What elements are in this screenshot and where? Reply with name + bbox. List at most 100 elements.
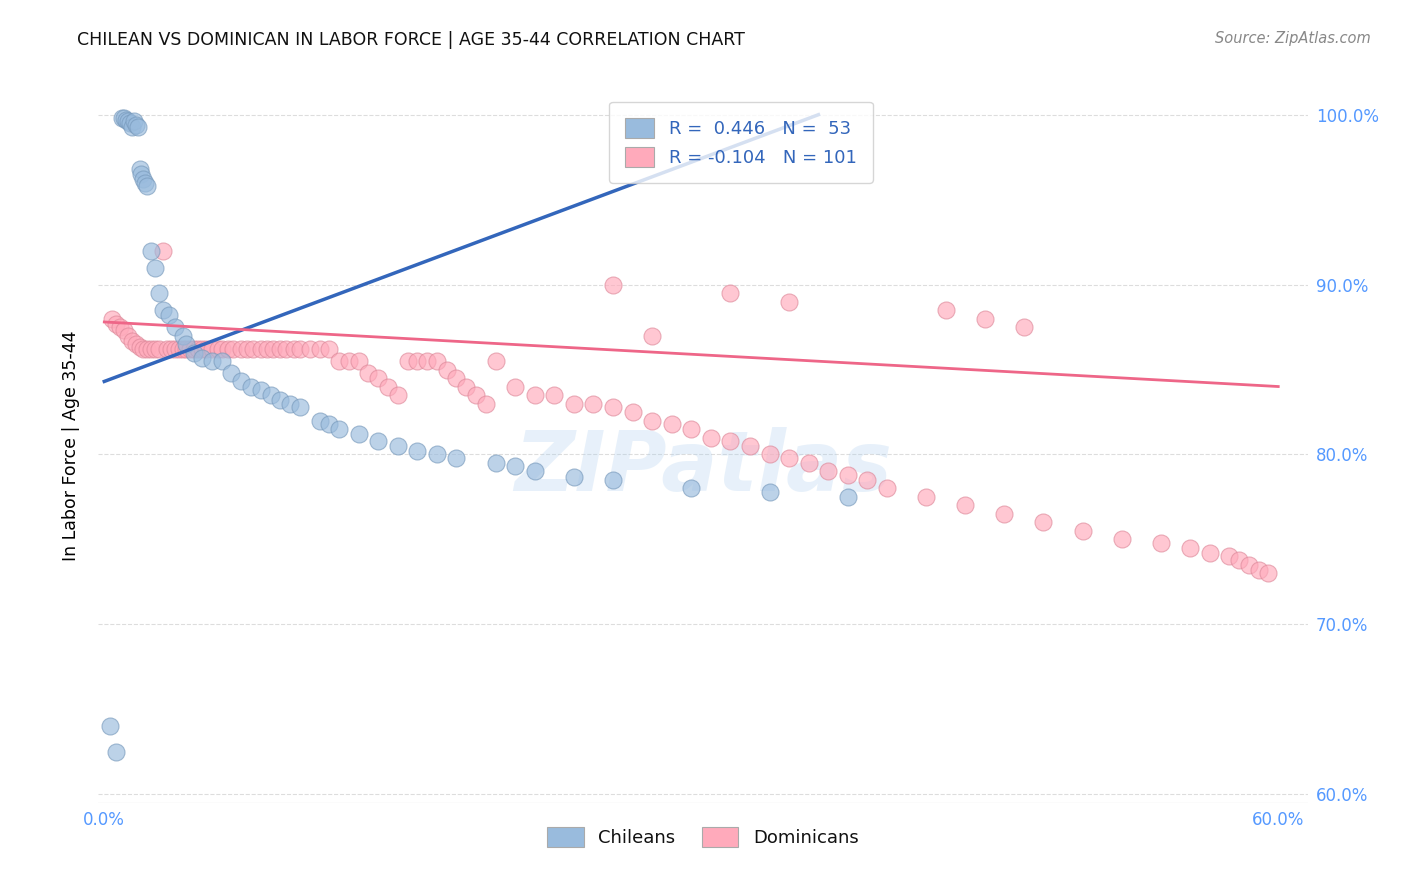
Point	[242, 342, 264, 356]
Point	[602, 473, 624, 487]
Point	[817, 465, 839, 479]
Point	[543, 388, 565, 402]
Point	[114, 112, 136, 127]
Point	[105, 745, 128, 759]
Point	[1111, 533, 1133, 547]
Point	[582, 396, 605, 410]
Point	[935, 303, 957, 318]
Point	[621, 405, 644, 419]
Point	[446, 450, 468, 465]
Point	[973, 311, 995, 326]
Point	[152, 244, 174, 258]
Point	[1071, 524, 1094, 538]
Point	[217, 342, 239, 356]
Point	[183, 345, 205, 359]
Point	[387, 439, 409, 453]
Point	[298, 342, 321, 356]
Point	[256, 342, 278, 356]
Point	[308, 342, 330, 356]
Point	[377, 379, 399, 393]
Point	[357, 366, 380, 380]
Point	[143, 260, 166, 275]
Point	[117, 328, 139, 343]
Point	[159, 342, 181, 356]
Point	[406, 354, 429, 368]
Point	[953, 499, 976, 513]
Point	[503, 379, 526, 393]
Point	[778, 450, 800, 465]
Point	[201, 354, 224, 368]
Text: Source: ZipAtlas.com: Source: ZipAtlas.com	[1215, 31, 1371, 46]
Point	[176, 342, 198, 356]
Point	[118, 116, 141, 130]
Point	[318, 417, 340, 431]
Point	[132, 172, 155, 186]
Point	[195, 342, 218, 356]
Point	[328, 422, 350, 436]
Point	[681, 422, 703, 436]
Point	[141, 342, 163, 356]
Point	[993, 507, 1015, 521]
Point	[456, 379, 478, 393]
Point	[163, 342, 186, 356]
Point	[367, 371, 389, 385]
Point	[465, 388, 488, 402]
Point	[167, 342, 190, 356]
Point	[179, 342, 201, 356]
Point	[128, 341, 150, 355]
Point	[1150, 536, 1173, 550]
Point	[108, 320, 131, 334]
Point	[484, 456, 506, 470]
Point	[562, 396, 585, 410]
Point	[396, 354, 419, 368]
Legend: Chileans, Dominicans: Chileans, Dominicans	[540, 820, 866, 855]
Point	[187, 342, 209, 356]
Text: CHILEAN VS DOMINICAN IN LABOR FORCE | AGE 35-44 CORRELATION CHART: CHILEAN VS DOMINICAN IN LABOR FORCE | AG…	[77, 31, 745, 49]
Point	[117, 114, 139, 128]
Point	[288, 342, 311, 356]
Point	[681, 482, 703, 496]
Point	[523, 388, 546, 402]
Point	[562, 469, 585, 483]
Point	[222, 342, 245, 356]
Point	[876, 482, 898, 496]
Point	[1032, 516, 1054, 530]
Point	[778, 294, 800, 309]
Point	[122, 114, 145, 128]
Point	[1012, 320, 1035, 334]
Point	[250, 383, 273, 397]
Point	[163, 320, 186, 334]
Point	[1180, 541, 1202, 555]
Point	[288, 400, 311, 414]
Point	[641, 413, 664, 427]
Point	[1218, 549, 1240, 564]
Point	[124, 118, 146, 132]
Point	[661, 417, 683, 431]
Point	[718, 434, 741, 448]
Point	[856, 473, 879, 487]
Point	[416, 354, 439, 368]
Point	[700, 430, 723, 444]
Point	[262, 342, 284, 356]
Point	[131, 167, 153, 181]
Point	[121, 334, 143, 348]
Point	[221, 366, 243, 380]
Point	[1237, 558, 1260, 572]
Point	[259, 388, 281, 402]
Point	[269, 342, 291, 356]
Point	[426, 354, 449, 368]
Point	[1247, 563, 1270, 577]
Point	[127, 120, 149, 134]
Point	[136, 342, 159, 356]
Point	[136, 179, 159, 194]
Point	[148, 342, 170, 356]
Point	[134, 176, 156, 190]
Point	[278, 396, 301, 410]
Point	[283, 342, 305, 356]
Point	[318, 342, 340, 356]
Point	[152, 303, 174, 318]
Point	[124, 337, 146, 351]
Point	[157, 308, 180, 322]
Point	[1257, 566, 1279, 581]
Point	[250, 342, 273, 356]
